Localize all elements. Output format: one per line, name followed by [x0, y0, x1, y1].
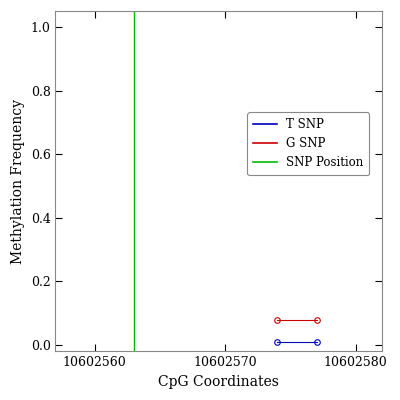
Y-axis label: Methylation Frequency: Methylation Frequency — [11, 99, 25, 264]
Legend: T SNP, G SNP, SNP Position: T SNP, G SNP, SNP Position — [247, 112, 369, 175]
X-axis label: CpG Coordinates: CpG Coordinates — [158, 375, 279, 389]
